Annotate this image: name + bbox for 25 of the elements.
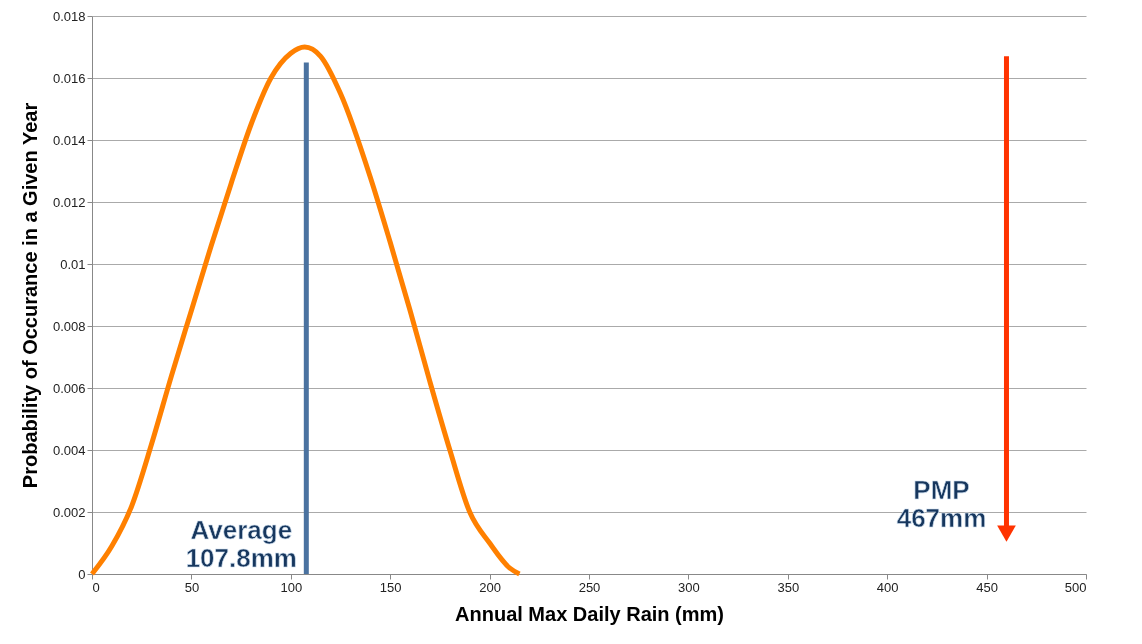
x-tick-label: 250 <box>578 579 601 595</box>
y-tick-label: 0 <box>78 566 86 582</box>
y-tick-label: 0.018 <box>52 8 86 24</box>
y-axis-title: Probability of Occurance in a Given Year <box>18 102 41 489</box>
x-tick-label: 100 <box>280 579 303 595</box>
y-tick-label: 0.008 <box>52 318 86 334</box>
annotation: Average 107.8mm <box>185 515 297 573</box>
x-tick-label: 500 <box>1064 579 1087 595</box>
y-tick-label: 0.006 <box>52 380 86 396</box>
y-tick-label: 0.01 <box>60 256 86 272</box>
annotation: PMP 467mm <box>896 474 987 533</box>
y-tick-label: 0.002 <box>52 504 86 520</box>
y-tick-label: 0.016 <box>52 70 86 86</box>
x-axis-title: Annual Max Daily Rain (mm) <box>455 602 724 625</box>
x-tick-label: 450 <box>976 579 998 595</box>
x-tick-label: 350 <box>777 579 800 595</box>
x-tick-label: 50 <box>184 579 200 595</box>
x-tick-label: 400 <box>876 579 899 595</box>
x-tick-label: 200 <box>479 579 501 595</box>
y-tick-label: 0.004 <box>52 442 86 458</box>
x-tick-label: 300 <box>678 579 700 595</box>
y-tick-label: 0.012 <box>52 194 86 210</box>
y-tick-label: 0.014 <box>52 132 86 148</box>
x-tick-label: 0 <box>92 579 100 595</box>
x-tick-label: 150 <box>379 579 402 595</box>
